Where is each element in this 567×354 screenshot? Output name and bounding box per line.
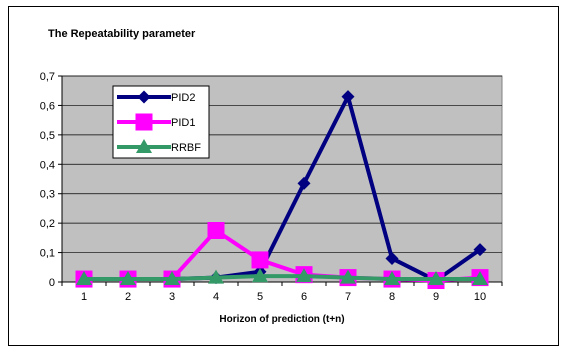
data-point-pid2 — [385, 251, 399, 265]
data-point-rrbf — [164, 271, 180, 286]
data-point-pid2 — [473, 243, 487, 257]
data-point-rrbf — [472, 271, 488, 286]
data-point-rrbf — [384, 271, 400, 286]
x-tick-label: 9 — [433, 291, 439, 303]
chart-title: The Repeatability parameter — [48, 28, 196, 40]
data-point-rrbf — [120, 271, 136, 286]
y-tick-label: 0,3 — [40, 189, 55, 201]
y-tick-label: 0,6 — [40, 100, 55, 112]
y-tick-label: 0,1 — [40, 248, 55, 260]
legend-label: RRBF — [171, 142, 201, 154]
data-point-pid1 — [207, 222, 225, 239]
data-point-rrbf — [428, 271, 444, 286]
data-point-pid1 — [251, 251, 269, 269]
data-point-rrbf — [208, 269, 224, 284]
x-tick-label: 2 — [125, 291, 131, 303]
data-point-pid2 — [297, 176, 311, 190]
legend-label: PID1 — [171, 117, 195, 129]
x-tick-label: 6 — [301, 291, 307, 303]
x-tick-label: 7 — [345, 291, 351, 303]
x-tick-label: 4 — [213, 291, 219, 303]
y-tick-label: 0,2 — [40, 218, 55, 230]
legend-marker — [135, 113, 153, 131]
data-point-rrbf — [340, 269, 356, 284]
y-tick-label: 0,7 — [40, 71, 55, 83]
data-point-rrbf — [76, 271, 92, 286]
y-tick-label: 0 — [49, 277, 55, 289]
x-tick-label: 1 — [81, 291, 87, 303]
y-tick-label: 0,4 — [40, 159, 55, 171]
legend-marker — [137, 90, 151, 104]
x-axis-title: Horizon of prediction (t+n) — [219, 314, 344, 325]
legend-marker — [136, 139, 152, 153]
x-tick-label: 3 — [169, 291, 175, 303]
data-point-pid2 — [341, 90, 355, 104]
legend-label: PID2 — [171, 92, 195, 104]
series-line-rrbf — [84, 274, 480, 282]
y-tick-label: 0,5 — [40, 130, 55, 142]
data-point-rrbf — [296, 268, 312, 283]
x-tick-label: 5 — [257, 291, 263, 303]
data-point-rrbf — [252, 268, 268, 283]
x-tick-label: 10 — [474, 291, 486, 303]
x-tick-label: 8 — [389, 291, 395, 303]
